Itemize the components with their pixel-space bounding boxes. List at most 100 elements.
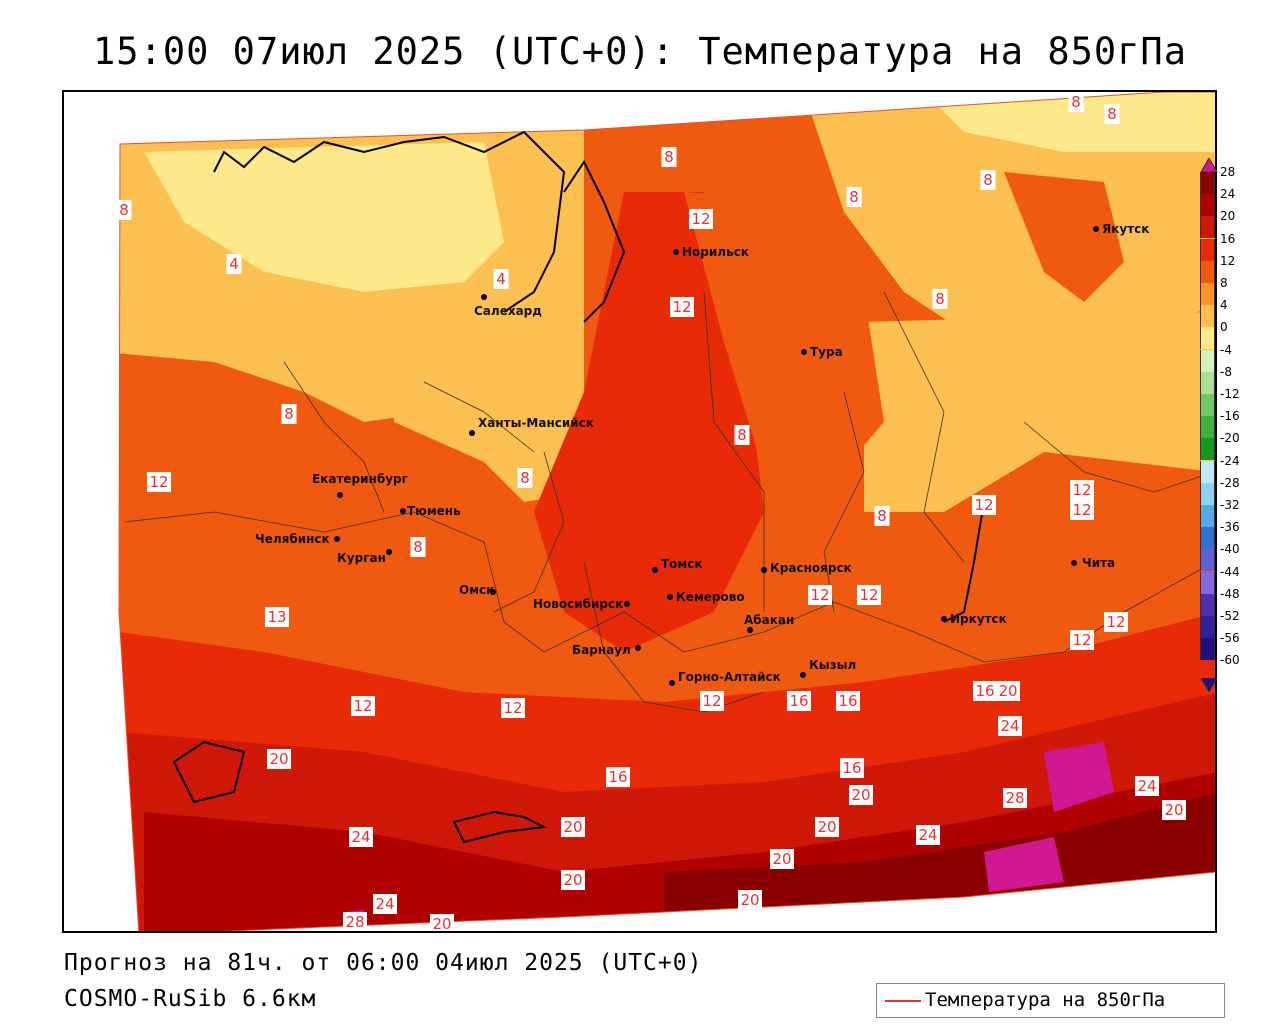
city-label: Тура xyxy=(810,345,843,359)
colorbar-tick-label: 24 xyxy=(1220,187,1236,202)
isotherm-label: 12 xyxy=(353,697,372,715)
colorbar-tick-label: -36 xyxy=(1220,520,1240,535)
isotherm-label-box xyxy=(846,187,862,207)
model-name: COSMO-RuSib 6.6км xyxy=(64,986,317,1012)
isotherm-label-box xyxy=(147,472,171,492)
colorbar-tick-label: -60 xyxy=(1220,653,1240,668)
colorbar-tick-label: -12 xyxy=(1220,387,1240,401)
city-dot xyxy=(667,594,673,600)
isotherm-label: 12 xyxy=(859,586,878,604)
city-dot xyxy=(761,567,767,573)
isotherm-label-box xyxy=(661,147,677,167)
isotherm-label: 28 xyxy=(345,913,364,931)
city-dot xyxy=(747,627,753,633)
legend-line-sample xyxy=(885,1000,921,1002)
city-label: Якутск xyxy=(1102,222,1149,236)
colorbar-cell xyxy=(1200,593,1215,616)
isotherm-label: 4 xyxy=(229,255,239,273)
city-label: Тюмень xyxy=(407,504,461,518)
isotherm-label: 8 xyxy=(849,188,859,206)
city-label: Горно-Алтайск xyxy=(678,670,781,684)
isotherm-label-box xyxy=(849,785,873,805)
city-label: Иркутск xyxy=(950,612,1007,626)
isotherm-label-box xyxy=(410,537,426,557)
colorbar-tick-label: -44 xyxy=(1220,564,1240,579)
forecast-info: Прогноз на 81ч. от 06:00 04июл 2025 (UTC… xyxy=(64,950,703,976)
colorbar-cell xyxy=(1200,283,1215,305)
isotherm-label-box xyxy=(226,254,242,274)
colorbar-bottom-arrow xyxy=(1200,678,1218,692)
city-dot xyxy=(490,589,496,595)
colorbar-tick-label: 4 xyxy=(1220,298,1228,313)
isotherm-label-box xyxy=(689,209,713,229)
colorbar-cell xyxy=(1200,416,1215,439)
isotherm-label: 8 xyxy=(413,538,423,556)
isotherm-label: 20 xyxy=(817,818,836,836)
colorbar-cell xyxy=(1200,172,1215,194)
isotherm-label: 16 xyxy=(608,768,627,786)
isotherm-label: 8 xyxy=(935,290,945,308)
isotherm-label: 20 xyxy=(740,891,759,909)
isotherm-label: 20 xyxy=(772,850,791,868)
colorbar-tick-label: 12 xyxy=(1220,253,1236,268)
colorbar-tick-label: -4 xyxy=(1220,342,1232,357)
isotherm-label-box xyxy=(1070,500,1094,520)
isotherm-label: 20 xyxy=(563,818,582,836)
isotherm-label: 8 xyxy=(119,201,129,219)
isotherm-label: 24 xyxy=(918,826,937,844)
isotherm-label-box xyxy=(1104,104,1120,124)
isotherm-label-box xyxy=(808,585,832,605)
colorbar-cell xyxy=(1200,194,1215,217)
isotherm-label-box xyxy=(787,691,811,711)
map-title: 15:00 07июл 2025 (UTC+0): Температура на… xyxy=(93,30,1187,73)
colorbar-tick-label: 16 xyxy=(1220,231,1236,246)
isotherm-label: 16 xyxy=(975,682,994,700)
isotherm-label-box xyxy=(932,289,948,309)
isotherm-label-box xyxy=(343,912,367,931)
isotherm-label-box xyxy=(972,495,996,515)
isotherm-label-box xyxy=(267,749,291,769)
city-label: Курган xyxy=(337,551,386,565)
colorbar-cell xyxy=(1200,371,1215,394)
isotherm-label: 13 xyxy=(267,608,286,626)
isotherm-label: 8 xyxy=(284,405,294,423)
isotherm-label: 12 xyxy=(672,298,691,316)
isotherm-label-box xyxy=(1070,630,1094,650)
colorbar-tick-label: 28 xyxy=(1220,165,1236,179)
colorbar-tick-label: -48 xyxy=(1220,586,1240,601)
city-dot xyxy=(941,616,947,622)
colorbar-tick-label: -16 xyxy=(1220,409,1240,424)
city-label: Ханты-Мансийск xyxy=(478,416,594,430)
city-dot xyxy=(652,567,658,573)
city-dot xyxy=(1093,226,1099,232)
legend-label: Температура на 850гПа xyxy=(925,989,1166,1011)
isotherm-label: 8 xyxy=(1107,105,1117,123)
isotherm-labels: 8 8 8 12 8 8 4 4 12 8 8 12 8 8 8 12 8 12 8 12 12 13 12 12 12 12 16… xyxy=(116,92,1186,931)
isotherm-label: 16 xyxy=(842,759,861,777)
city-dot xyxy=(469,430,475,436)
isotherm-label-box xyxy=(351,696,375,716)
temperature-field xyxy=(119,92,1215,931)
isotherm-label: 8 xyxy=(983,171,993,189)
city-dot xyxy=(337,492,343,498)
colorbar-cell xyxy=(1200,527,1215,550)
coastline xyxy=(172,130,985,844)
colorbar-cell xyxy=(1200,349,1215,372)
city-label: Барнаул xyxy=(572,643,631,657)
isotherm-label: 12 xyxy=(1072,501,1091,519)
colorbar-tick-label: -28 xyxy=(1220,475,1240,490)
colorbar-cell xyxy=(1200,260,1215,283)
colorbar-cell xyxy=(1200,238,1215,261)
city-dot xyxy=(334,536,340,542)
isotherm-label-box xyxy=(501,698,525,718)
colorbar-cell xyxy=(1200,571,1215,594)
isotherm-label: 24 xyxy=(1137,777,1156,795)
colorbar-cell xyxy=(1200,305,1215,328)
isotherm-label-box xyxy=(700,691,724,711)
isotherm-label-box xyxy=(606,767,630,787)
isotherm-label: 12 xyxy=(1072,481,1091,499)
isotherm-label-box xyxy=(265,607,289,627)
isotherm-label: 12 xyxy=(1106,613,1125,631)
isotherm-label-box xyxy=(670,297,694,317)
isotherm-label-box xyxy=(996,681,1020,701)
